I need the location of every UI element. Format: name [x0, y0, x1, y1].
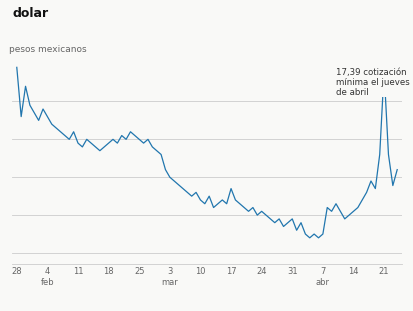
Text: 17,39 cotización
mínima el jueves 25
de abril: 17,39 cotización mínima el jueves 25 de …: [335, 67, 413, 97]
Text: dolar: dolar: [12, 7, 48, 20]
Text: pesos mexicanos: pesos mexicanos: [9, 44, 86, 53]
